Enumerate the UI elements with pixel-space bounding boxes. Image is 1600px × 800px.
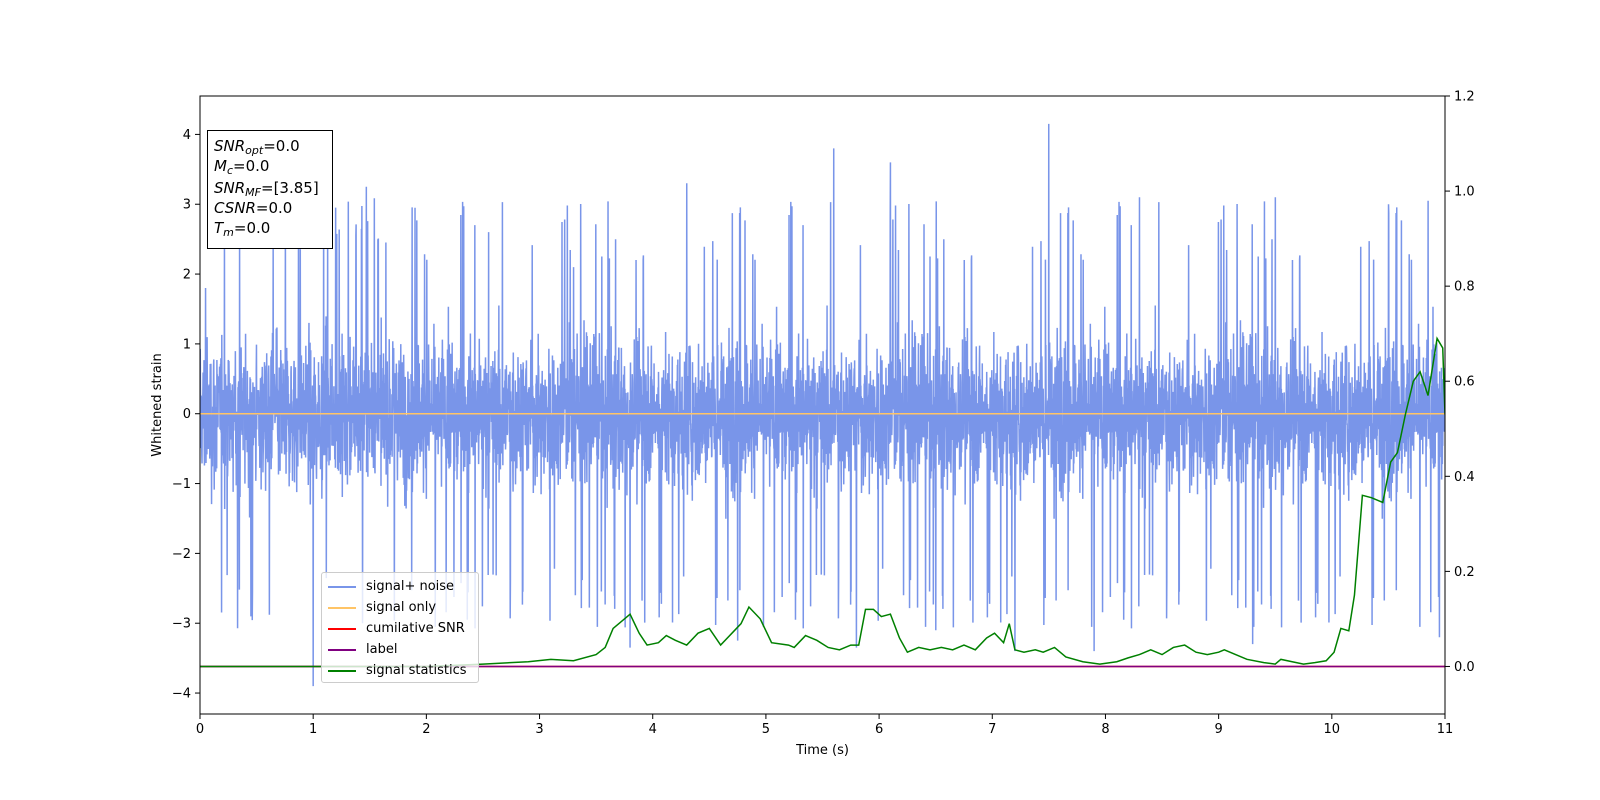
legend-item-label: label xyxy=(328,639,478,660)
y-tick-label: 1 xyxy=(183,337,191,352)
x-tick-label: 2 xyxy=(422,722,430,737)
y-tick-label: 0 xyxy=(183,407,191,422)
y2-tick-label: 1.0 xyxy=(1454,185,1475,200)
legend-swatch xyxy=(328,606,356,609)
x-tick-label: 0 xyxy=(196,722,204,737)
y-tick-label: −4 xyxy=(172,687,191,702)
y2-tick-label: 0.0 xyxy=(1454,660,1475,675)
x-tick-label: 5 xyxy=(762,722,770,737)
y-tick-label: −1 xyxy=(172,477,191,492)
legend-item-cumulative-snr: cumilative SNR xyxy=(328,618,478,639)
legend-swatch xyxy=(328,627,356,630)
y2-tick-label: 0.2 xyxy=(1454,565,1475,580)
x-tick-label: 1 xyxy=(309,722,317,737)
y-axis-label: Whitened strain xyxy=(150,353,165,456)
annotation-mc: Mc=0.0 xyxy=(214,157,270,177)
x-tick-label: 3 xyxy=(535,722,543,737)
legend-label: signal statistics xyxy=(366,663,467,678)
y2-tick-label: 1.2 xyxy=(1454,90,1475,105)
annotation-snr-mf: SNRMF=[3.85] xyxy=(214,179,319,199)
y-tick-label: 3 xyxy=(183,198,191,213)
legend-label: cumilative SNR xyxy=(366,621,465,636)
legend-item-signal-statistics: signal statistics xyxy=(328,660,478,681)
annotation-tm: Tm=0.0 xyxy=(214,219,271,239)
annotation-csnr: CSNR=0.0 xyxy=(214,199,293,217)
snr-annotation-box: SNRopt=0.0 Mc=0.0 SNRMF=[3.85] CSNR=0.0 … xyxy=(207,130,333,249)
x-tick-label: 8 xyxy=(1101,722,1109,737)
series-signal-statistics-line xyxy=(200,336,1445,668)
annotation-snr-opt: SNRopt=0.0 xyxy=(214,137,300,157)
legend-label: label xyxy=(366,642,398,657)
y-tick-label: −2 xyxy=(172,547,191,562)
series-signal-noise-line xyxy=(200,123,1445,687)
axes: 0 1 2 3 4 5 6 7 8 9 10 11 −4 −3 −2 −1 0 1 2 3 4 0.0 0.2 0.4 0.6 0… xyxy=(172,90,1475,738)
x-tick-label: 10 xyxy=(1324,722,1341,737)
y2-tick-label: 0.8 xyxy=(1454,280,1475,295)
plot-frame xyxy=(199,95,1446,715)
y-tick-label: 4 xyxy=(183,128,191,143)
x-tick-label: 6 xyxy=(875,722,883,737)
legend-label: signal+ noise xyxy=(366,579,455,594)
x-tick-label: 7 xyxy=(988,722,996,737)
x-axis-label: Time (s) xyxy=(795,743,849,758)
x-tick-label: 9 xyxy=(1214,722,1222,737)
y2-tick-label: 0.4 xyxy=(1454,470,1475,485)
legend-item-signal-noise: signal+ noise xyxy=(328,576,478,597)
x-tick-label: 4 xyxy=(649,722,657,737)
legend-swatch xyxy=(328,648,356,651)
legend-label: signal only xyxy=(366,600,437,615)
y-tick-label: 2 xyxy=(183,268,191,283)
legend-swatch xyxy=(328,585,356,588)
legend: signal+ noise signal only cumilative SNR… xyxy=(321,572,479,683)
y-tick-label: −3 xyxy=(172,617,191,632)
y2-tick-label: 0.6 xyxy=(1454,375,1475,390)
x-tick-label: 11 xyxy=(1437,722,1454,737)
legend-item-signal-only: signal only xyxy=(328,597,478,618)
legend-swatch xyxy=(328,669,356,672)
